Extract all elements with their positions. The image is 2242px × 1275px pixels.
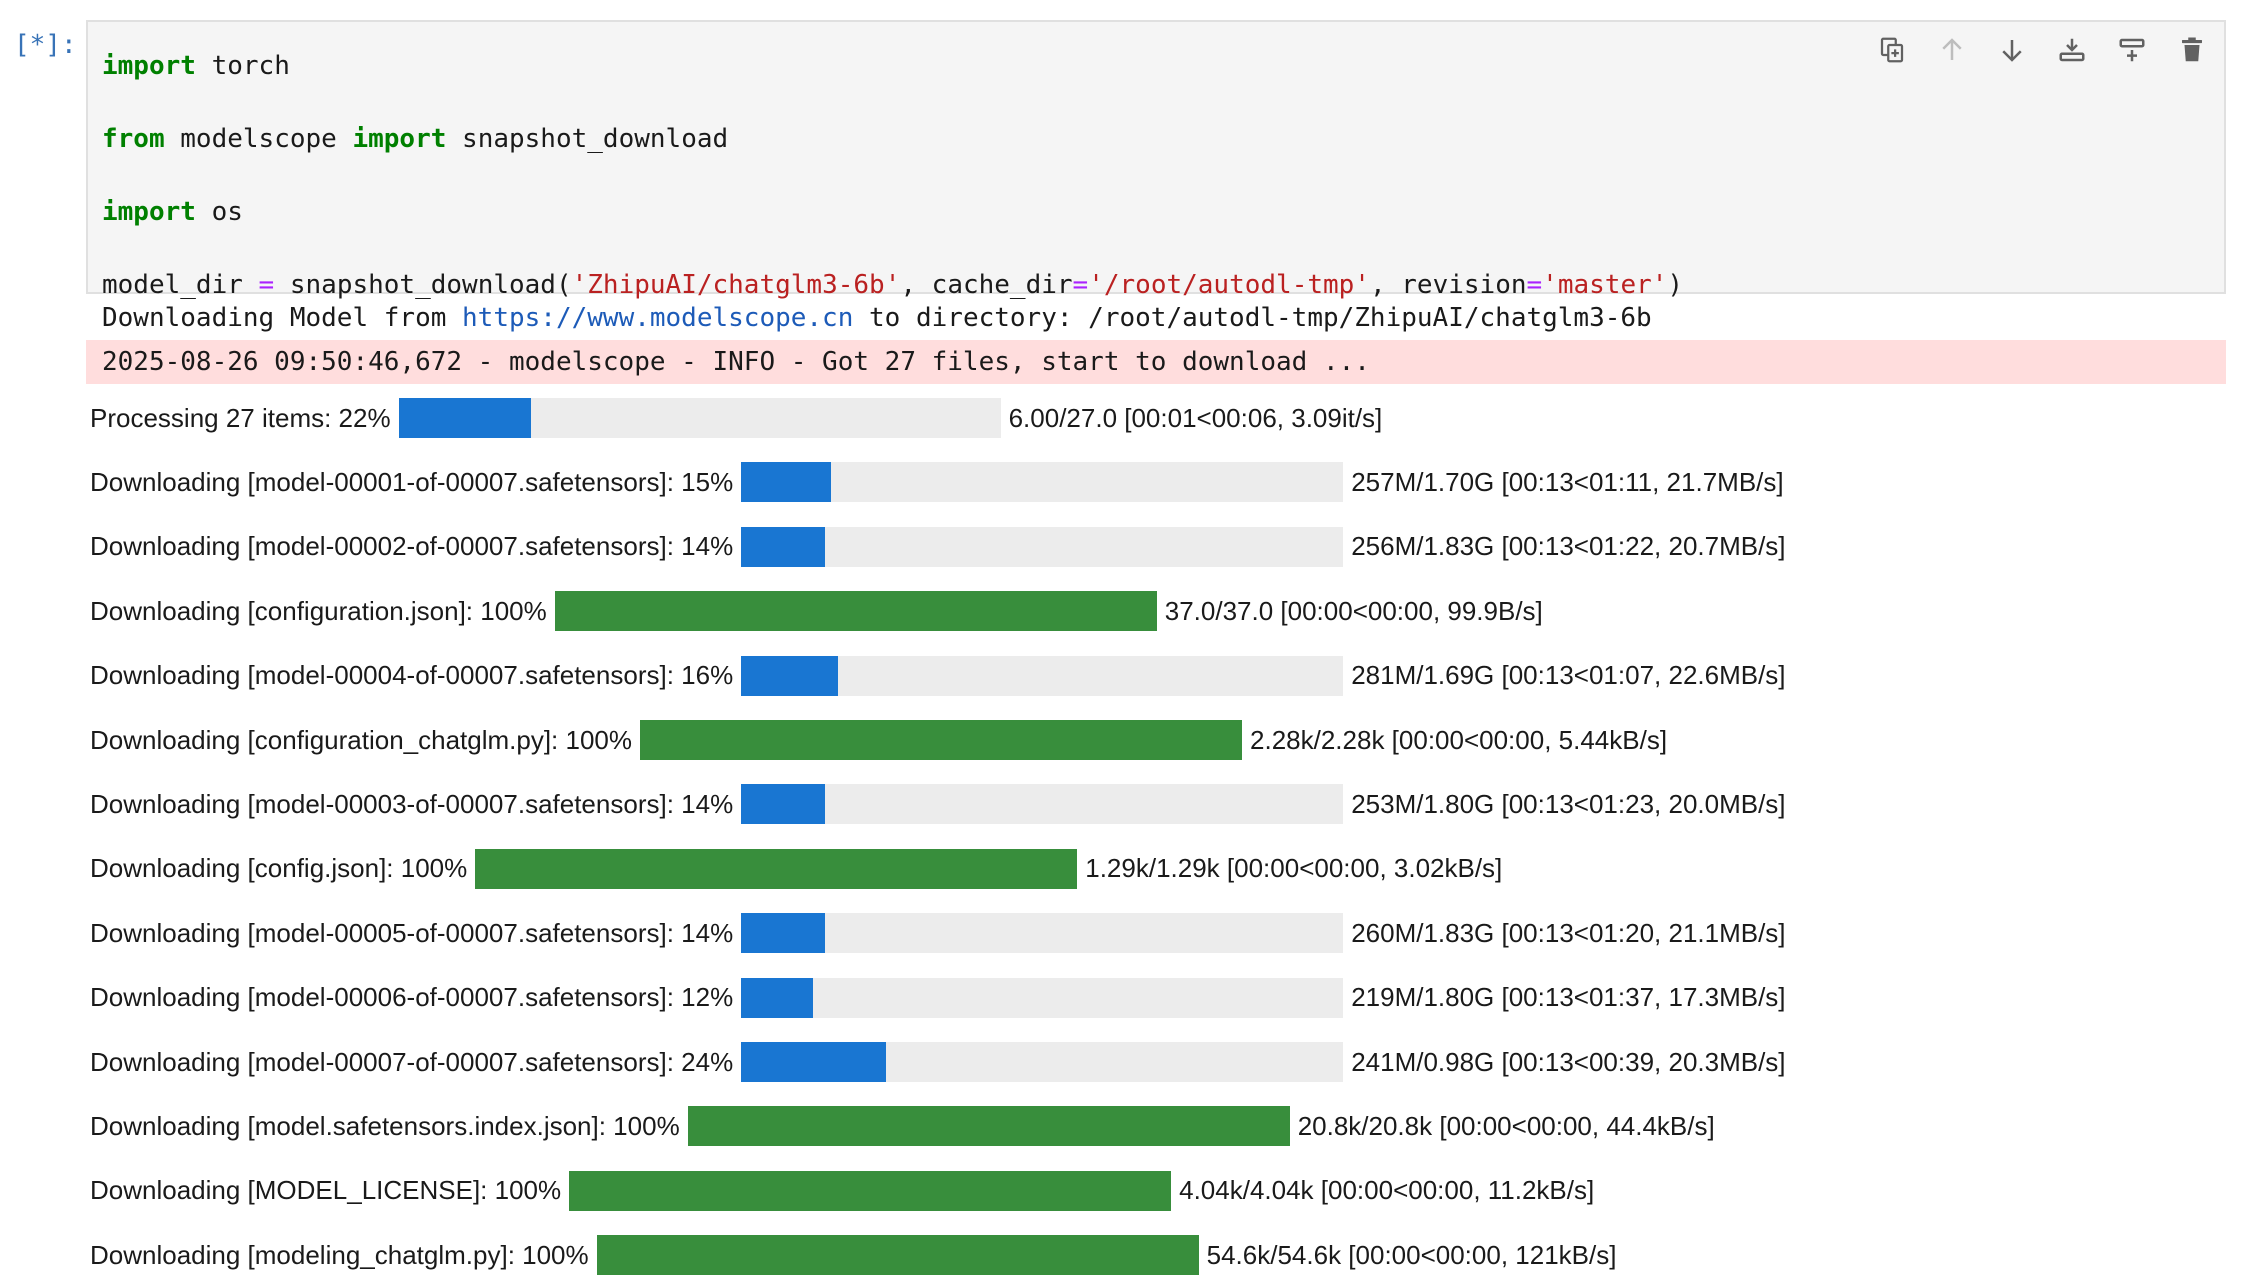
progress-label: Downloading [model-00005-of-00007.safete… xyxy=(90,917,734,948)
progress-bar-fill xyxy=(687,1106,1290,1147)
cell-toolbar xyxy=(1876,34,2208,66)
progress-stats: 219M/1.80G [00:13<01:37, 17.3MB/s] xyxy=(1351,982,1786,1013)
move-up-button[interactable] xyxy=(1936,34,1968,66)
progress-bar-fill xyxy=(741,526,826,567)
progress-bar-fill xyxy=(741,913,826,954)
code-editor[interactable]: import torch from modelscope import snap… xyxy=(102,30,1683,322)
progress-bar-fill xyxy=(596,1235,1199,1275)
progress-bar xyxy=(741,462,1344,503)
progress-label: Downloading [model-00004-of-00007.safete… xyxy=(90,660,734,691)
progress-bar-fill xyxy=(741,462,832,503)
progress-stats: 4.04k/4.04k [00:00<00:00, 11.2kB/s] xyxy=(1179,1175,1595,1206)
progress-row: Downloading [model-00001-of-00007.safete… xyxy=(90,462,1784,503)
progress-label: Processing 27 items: 22% xyxy=(90,402,391,433)
progress-stats: 257M/1.70G [00:13<01:11, 21.7MB/s] xyxy=(1351,466,1784,497)
progress-label: Downloading [model-00001-of-00007.safete… xyxy=(90,466,734,497)
progress-bar-fill xyxy=(741,655,838,696)
progress-bar xyxy=(687,1106,1290,1147)
progress-bar-fill xyxy=(640,720,1243,760)
progress-row: Downloading [model.safetensors.index.jso… xyxy=(90,1106,1715,1147)
insert-below-icon xyxy=(2059,38,2085,62)
progress-bar xyxy=(475,848,1078,889)
progress-bar xyxy=(569,1170,1172,1211)
progress-bar xyxy=(398,398,1001,438)
stdout-output: Downloading Model from https://www.model… xyxy=(102,303,1652,333)
progress-bar xyxy=(741,913,1344,954)
duplicate-icon xyxy=(1880,37,1904,63)
progress-stats: 241M/0.98G [00:13<00:39, 20.3MB/s] xyxy=(1351,1046,1786,1077)
progress-label: Downloading [config.json]: 100% xyxy=(90,853,468,884)
move-up-icon xyxy=(1942,38,1962,60)
code-line-4: model_dir = snapshot_download('ZhipuAI/c… xyxy=(102,270,1684,300)
move-down-button[interactable] xyxy=(1996,34,2028,66)
progress-label: Downloading [modeling_chatglm.py]: 100% xyxy=(90,1239,589,1270)
progress-label: Downloading [model-00003-of-00007.safete… xyxy=(90,788,734,819)
progress-bar xyxy=(741,526,1344,567)
progress-stats: 37.0/37.0 [00:00<00:00, 99.9B/s] xyxy=(1164,595,1543,626)
progress-bar xyxy=(640,720,1243,760)
progress-bar-fill xyxy=(475,848,1078,889)
progress-row: Downloading [model-00006-of-00007.safete… xyxy=(90,977,1786,1018)
insert-below-button[interactable] xyxy=(2056,34,2088,66)
execution-prompt: [*]: xyxy=(14,30,77,60)
progress-row: Downloading [modeling_chatglm.py]: 100% 5… xyxy=(90,1235,1616,1275)
progress-bar-fill xyxy=(569,1170,1172,1211)
insert-above-button[interactable] xyxy=(2116,34,2148,66)
progress-bar xyxy=(741,655,1344,696)
progress-row: Downloading [model-00003-of-00007.safete… xyxy=(90,784,1786,825)
code-cell[interactable]: import torch from modelscope import snap… xyxy=(86,20,2226,300)
move-down-icon xyxy=(2002,40,2022,62)
code-line-2: from modelscope import snapshot_download xyxy=(102,124,729,154)
progress-bar-fill xyxy=(398,398,532,438)
insert-above-icon xyxy=(2119,38,2145,62)
progress-stats: 256M/1.83G [00:13<01:22, 20.7MB/s] xyxy=(1351,531,1786,562)
progress-stats: 20.8k/20.8k [00:00<00:00, 44.4kB/s] xyxy=(1297,1110,1715,1141)
progress-label: Downloading [configuration_chatglm.py]: … xyxy=(90,724,633,755)
progress-row: Downloading [model-00002-of-00007.safete… xyxy=(90,526,1786,567)
duplicate-cell-button[interactable] xyxy=(1876,34,1908,66)
progress-bar-fill xyxy=(741,784,826,825)
progress-bar-fill xyxy=(741,1042,886,1082)
progress-stats: 6.00/27.0 [00:01<00:06, 3.09it/s] xyxy=(1008,402,1383,433)
progress-bar-fill xyxy=(554,591,1157,632)
modelscope-link[interactable]: https://www.modelscope.cn xyxy=(462,303,854,333)
progress-label: Downloading [model-00002-of-00007.safete… xyxy=(90,531,734,562)
progress-row: Downloading [configuration_chatglm.py]: … xyxy=(90,720,1667,760)
progress-row: Downloading [config.json]: 100% 1.29k/1.2… xyxy=(90,848,1503,889)
progress-stats: 260M/1.83G [00:13<01:20, 21.1MB/s] xyxy=(1351,917,1786,948)
progress-stats: 281M/1.69G [00:13<01:07, 22.6MB/s] xyxy=(1351,660,1786,691)
progress-stats: 253M/1.80G [00:13<01:23, 20.0MB/s] xyxy=(1351,788,1786,819)
progress-stats: 54.6k/54.6k [00:00<00:00, 121kB/s] xyxy=(1206,1239,1617,1270)
progress-stats: 2.28k/2.28k [00:00<00:00, 5.44kB/s] xyxy=(1250,724,1668,755)
progress-bar xyxy=(741,977,1344,1018)
progress-bar xyxy=(741,784,1344,825)
progress-bar-fill xyxy=(741,977,814,1018)
delete-icon xyxy=(2182,37,2202,62)
progress-bar xyxy=(596,1235,1199,1275)
progress-bar xyxy=(554,591,1157,632)
progress-row: Downloading [model-00007-of-00007.safete… xyxy=(90,1042,1786,1082)
progress-label: Downloading [model-00007-of-00007.safete… xyxy=(90,1046,734,1077)
progress-row: Processing 27 items: 22% 6.00/27.0 [00:01… xyxy=(90,398,1382,438)
progress-label: Downloading [MODEL_LICENSE]: 100% xyxy=(90,1175,562,1206)
code-line-3: import os xyxy=(102,197,243,227)
progress-row: Downloading [MODEL_LICENSE]: 100% 4.04k/4… xyxy=(90,1170,1595,1211)
progress-label: Downloading [model.safetensors.index.jso… xyxy=(90,1110,680,1141)
progress-label: Downloading [configuration.json]: 100% xyxy=(90,595,547,626)
progress-row: Downloading [model-00005-of-00007.safete… xyxy=(90,913,1786,954)
progress-bar xyxy=(741,1042,1344,1082)
progress-label: Downloading [model-00006-of-00007.safete… xyxy=(90,982,734,1013)
delete-cell-button[interactable] xyxy=(2176,34,2208,66)
progress-row: Downloading [configuration.json]: 100% 37… xyxy=(90,591,1543,632)
stderr-output: 2025-08-26 09:50:46,672 - modelscope - I… xyxy=(86,340,2226,384)
progress-row: Downloading [model-00004-of-00007.safete… xyxy=(90,655,1786,696)
code-line-1: import torch xyxy=(102,51,290,81)
progress-stats: 1.29k/1.29k [00:00<00:00, 3.02kB/s] xyxy=(1085,853,1503,884)
